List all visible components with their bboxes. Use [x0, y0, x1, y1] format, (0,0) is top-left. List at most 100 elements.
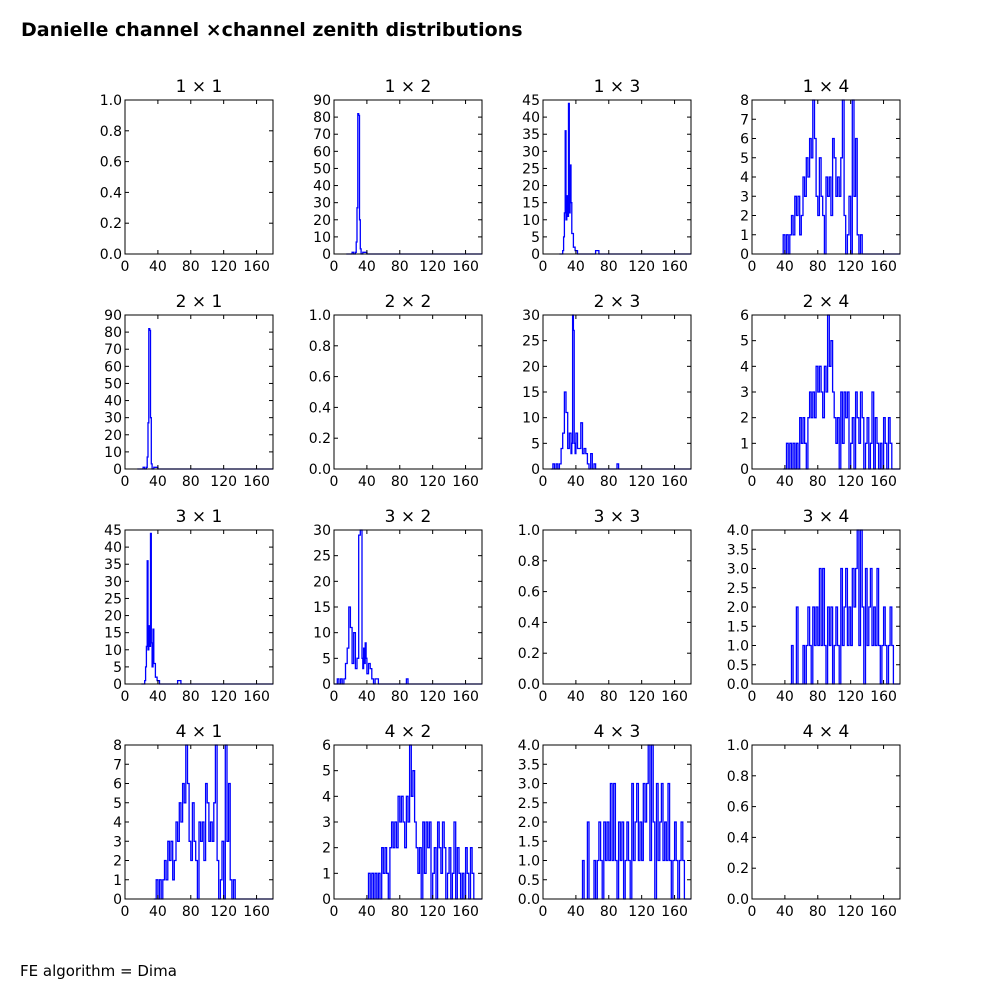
x-tick-label: 0 — [330, 904, 339, 920]
y-tick-label: 25 — [313, 549, 331, 565]
y-tick-label: 0.0 — [727, 677, 749, 693]
y-tick-label: 0.0 — [309, 462, 331, 478]
x-tick-label: 40 — [567, 904, 585, 920]
y-tick-label: 50 — [104, 376, 122, 392]
x-tick-label: 0 — [539, 904, 548, 920]
x-tick-label: 160 — [243, 689, 270, 705]
y-tick-label: 30 — [104, 574, 122, 590]
y-tick-label: 0 — [740, 247, 749, 263]
y-tick-label: 0 — [113, 677, 122, 693]
histogram-series — [346, 113, 482, 255]
y-tick-label: 30 — [104, 411, 122, 427]
y-tick-label: 0.2 — [727, 861, 749, 877]
y-tick-label: 6 — [740, 308, 749, 324]
subplot-4x1: 4 × 1 0 40 80 120 160 0 1 2 3 4 5 6 7 8 — [113, 722, 274, 920]
x-tick-label: 120 — [628, 259, 655, 275]
x-tick-label: 0 — [748, 259, 757, 275]
x-tick-label: 120 — [210, 904, 237, 920]
y-tick-label: 20 — [522, 359, 540, 375]
x-tick-label: 80 — [809, 689, 827, 705]
y-tick-label: 0.8 — [309, 339, 331, 355]
y-tick-label: 4 — [113, 815, 122, 831]
x-tick-label: 160 — [870, 904, 897, 920]
y-tick-label: 4.0 — [518, 738, 540, 754]
y-tick-label: 10 — [104, 643, 122, 659]
x-tick-label: 80 — [391, 904, 409, 920]
plot-frame — [333, 99, 483, 255]
y-tick-label: 8 — [740, 93, 749, 109]
y-tick-label: 20 — [104, 428, 122, 444]
subplot-title: 3 × 2 — [385, 507, 432, 527]
x-tick-label: 0 — [121, 904, 130, 920]
y-tick-label: 7 — [740, 112, 749, 128]
x-tick-label: 80 — [182, 904, 200, 920]
histogram-series — [141, 532, 273, 685]
y-tick-label: 40 — [522, 110, 540, 126]
y-tick-label: 5 — [113, 796, 122, 812]
x-tick-label: 0 — [539, 474, 548, 490]
y-tick-label: 5 — [322, 651, 331, 667]
y-tick-label: 4 — [740, 170, 749, 186]
plot-frame — [333, 529, 483, 685]
y-tick-label: 1 — [740, 436, 749, 452]
y-tick-label: 25 — [104, 591, 122, 607]
x-tick-label: 40 — [358, 259, 376, 275]
x-tick-label: 80 — [809, 474, 827, 490]
plot-frame — [542, 99, 692, 255]
y-tick-label: 2.0 — [518, 815, 540, 831]
y-tick-label: 0 — [113, 892, 122, 908]
y-tick-label: 70 — [313, 127, 331, 143]
subplot-2x4: 2 × 4 0 40 80 120 160 0 1 2 3 4 5 6 — [740, 292, 901, 490]
y-tick-label: 30 — [313, 196, 331, 212]
y-tick-label: 35 — [522, 127, 540, 143]
y-tick-label: 3 — [322, 815, 331, 831]
y-tick-label: 2.0 — [727, 600, 749, 616]
subplot-2x3: 2 × 3 0 40 80 120 160 0 5 10 15 20 25 30 — [522, 292, 692, 490]
y-tick-label: 1.5 — [727, 619, 749, 635]
histogram-series — [580, 744, 691, 900]
y-tick-label: 0.2 — [100, 216, 122, 232]
plot-frame — [542, 529, 692, 685]
x-tick-label: 40 — [358, 689, 376, 705]
y-tick-label: 3 — [113, 834, 122, 850]
y-tick-label: 0.5 — [518, 873, 540, 889]
y-tick-label: 40 — [104, 540, 122, 556]
y-tick-label: 0.0 — [100, 247, 122, 263]
subplot-title: 3 × 4 — [803, 507, 850, 527]
x-tick-label: 120 — [210, 474, 237, 490]
x-tick-label: 120 — [210, 689, 237, 705]
y-tick-label: 90 — [313, 93, 331, 109]
y-tick-label: 0.4 — [309, 400, 331, 416]
y-tick-label: 1.0 — [518, 523, 540, 539]
x-tick-label: 160 — [243, 259, 270, 275]
subplot-4x3: 4 × 3 0 40 80 120 160 0.0 0.5 1.0 1.5 2.0 2.5 3.0 3.5… — [518, 722, 692, 920]
x-tick-label: 120 — [419, 474, 446, 490]
y-tick-label: 3.0 — [727, 562, 749, 578]
y-tick-label: 0.8 — [100, 124, 122, 140]
x-tick-label: 0 — [748, 474, 757, 490]
y-tick-label: 3.0 — [518, 777, 540, 793]
y-tick-label: 0.6 — [518, 585, 540, 601]
x-tick-label: 160 — [661, 689, 688, 705]
y-tick-label: 20 — [313, 574, 331, 590]
subplot-3x2: 3 × 2 0 40 80 120 160 0 5 10 15 20 25 30 — [313, 507, 483, 705]
x-tick-label: 80 — [182, 689, 200, 705]
x-tick-label: 80 — [600, 474, 618, 490]
y-tick-label: 0.0 — [727, 892, 749, 908]
subplot-title: 2 × 2 — [385, 292, 432, 312]
x-tick-label: 40 — [567, 259, 585, 275]
subplot-title: 1 × 2 — [385, 77, 432, 97]
histogram-series — [559, 102, 691, 255]
x-tick-label: 0 — [330, 259, 339, 275]
histogram-series — [334, 529, 482, 685]
subplot-1x4: 1 × 4 0 40 80 120 160 0 1 2 3 4 5 6 7 8 — [740, 77, 901, 275]
y-tick-label: 30 — [522, 308, 540, 324]
histogram-series — [365, 744, 482, 900]
x-tick-label: 40 — [776, 474, 794, 490]
histogram-series — [783, 314, 900, 470]
y-tick-label: 80 — [313, 110, 331, 126]
y-tick-label: 60 — [313, 144, 331, 160]
x-tick-label: 40 — [149, 474, 167, 490]
